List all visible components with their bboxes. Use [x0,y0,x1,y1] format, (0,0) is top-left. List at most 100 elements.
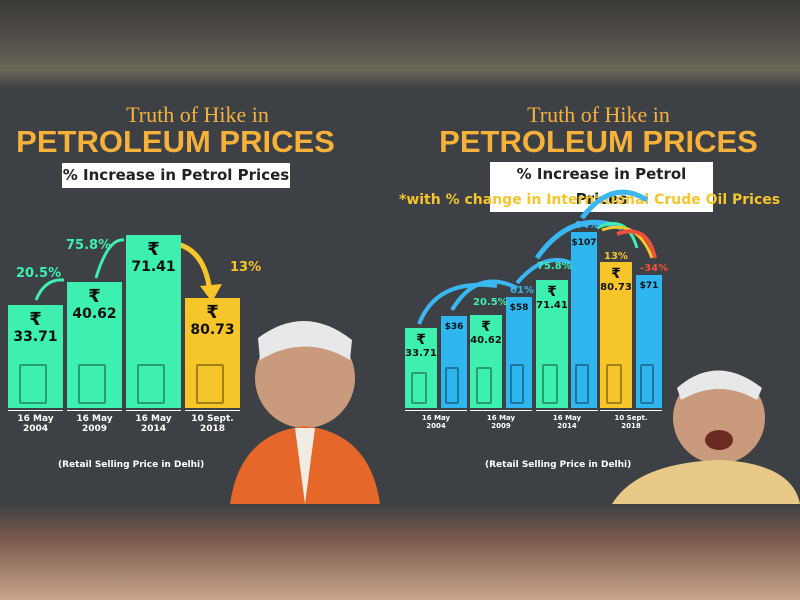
date-line1: 16 May [486,414,516,422]
crude-bar: $36 [441,316,467,408]
petrol-price: 33.71 [405,348,437,359]
title-line1: Truth of Hike in [527,102,670,127]
currency-symbol: ₹ [206,302,219,323]
arrow [580,189,649,220]
pump-icon [510,364,524,404]
date-line2: 2009 [491,422,511,430]
arrow [450,279,518,312]
date-line1: 10 Sept. [614,414,648,422]
date-line2: 2009 [81,424,108,434]
petrol-price: 40.62 [72,306,117,322]
date-line2: 2018 [621,422,641,430]
date-line1: 16 May [17,414,54,424]
petrol-change: 20.5% [473,297,508,308]
petrol-price: 80.73 [190,322,235,338]
date-label: 16 May 2009 [470,410,532,430]
pump-icon [606,364,623,404]
date-label: 16 May 2009 [67,410,122,434]
petrol-bar: ₹33.71 [8,305,63,408]
title-line2: PETROLEUM PRICES [16,124,335,159]
petrol-price: 71.41 [536,300,568,311]
date-line2: 2014 [140,424,167,434]
date-label: 16 May 2004 [405,410,467,430]
person-face [255,328,355,428]
date-line2: 2004 [426,422,446,430]
crude-price: $71 [639,281,659,291]
subtitle: % Increase in Petrol Prices [62,163,290,188]
title-line2: PETROLEUM PRICES [439,124,758,159]
petrol-price: 80.73 [600,282,632,293]
date-line1: 16 May [552,414,582,422]
pump-icon [78,364,106,404]
person-face [673,372,765,464]
currency-symbol: ₹ [147,239,160,260]
petrol-change: 75.8% [537,261,572,272]
pump-icon [411,372,428,404]
person-hair [677,370,762,400]
pump-icon [445,367,459,404]
petrol-price: 33.71 [13,329,58,345]
currency-symbol: ₹ [547,284,557,300]
person-kurta [612,460,800,504]
petrol-bar: ₹80.73 [600,262,632,408]
crude-change: 61% [510,285,534,296]
pump-icon [137,364,165,404]
petrol-change: 13% [604,251,628,262]
footnote: (Retail Selling Price in Delhi) [485,460,632,470]
petrol-bar: ₹40.62 [67,282,122,408]
crude-change: -34% [640,263,669,274]
pump-icon [196,364,224,404]
arrows [417,189,800,504]
arrow-head [200,284,222,302]
crude-note: *with % change in International Crude Oi… [399,192,781,208]
petrol-bar: ₹40.62 [470,315,502,408]
right-panel: Truth of Hike in PETROLEUM PRICES % Incr… [397,88,800,504]
petrol-change: 75.8% [66,238,112,253]
crude-bar: $71 [636,275,662,408]
arrow [417,282,498,325]
pump-icon [19,364,47,404]
date-line1: 16 May [421,414,451,422]
currency-symbol: ₹ [611,266,621,282]
crude-bar: $58 [506,297,532,408]
date-line1: 16 May [135,414,172,424]
person-hair [258,320,352,360]
currency-symbol: ₹ [29,309,42,330]
currency-symbol: ₹ [481,319,491,335]
arrow [34,278,65,301]
date-line2: 2004 [22,424,49,434]
petrol-bar: ₹80.73 [185,298,240,408]
person-mouth [705,430,733,450]
petrol-change: 20.5% [16,266,62,281]
currency-symbol: ₹ [88,286,101,307]
arrows [34,238,380,504]
crude-price: $58 [509,303,529,313]
footnote: (Retail Selling Price in Delhi) [58,460,205,470]
petrol-bar: ₹71.41 [536,280,568,408]
petrol-price: 40.62 [470,335,502,346]
left-panel: Truth of Hike in PETROLEUM PRICES % Incr… [0,88,395,504]
pump-icon [640,364,654,404]
date-line2: 2018 [199,424,226,434]
date-label: 10 Sept. 2018 [185,410,240,434]
petrol-price: 71.41 [131,259,176,275]
pump-icon [476,366,493,404]
petrol-bar: ₹33.71 [405,328,437,408]
crude-bar: $107 [571,232,597,408]
arrow [596,222,639,249]
date-label: 10 Sept. 2018 [600,410,662,430]
date-label: 16 May 2004 [8,410,63,434]
arrow [616,229,657,259]
petrol-bar: ₹71.41 [126,235,181,408]
person-shirt [295,428,315,504]
date-line2: 2014 [557,422,577,430]
arrow [94,238,125,279]
crude-price: $107 [571,238,597,248]
date-label: 16 May 2014 [536,410,598,430]
petrol-change: 13% [230,260,262,275]
crude-price: $36 [444,322,464,332]
date-label: 16 May 2014 [126,410,181,434]
crude-change: 84% [575,220,599,231]
title-line1: Truth of Hike in [126,102,269,127]
